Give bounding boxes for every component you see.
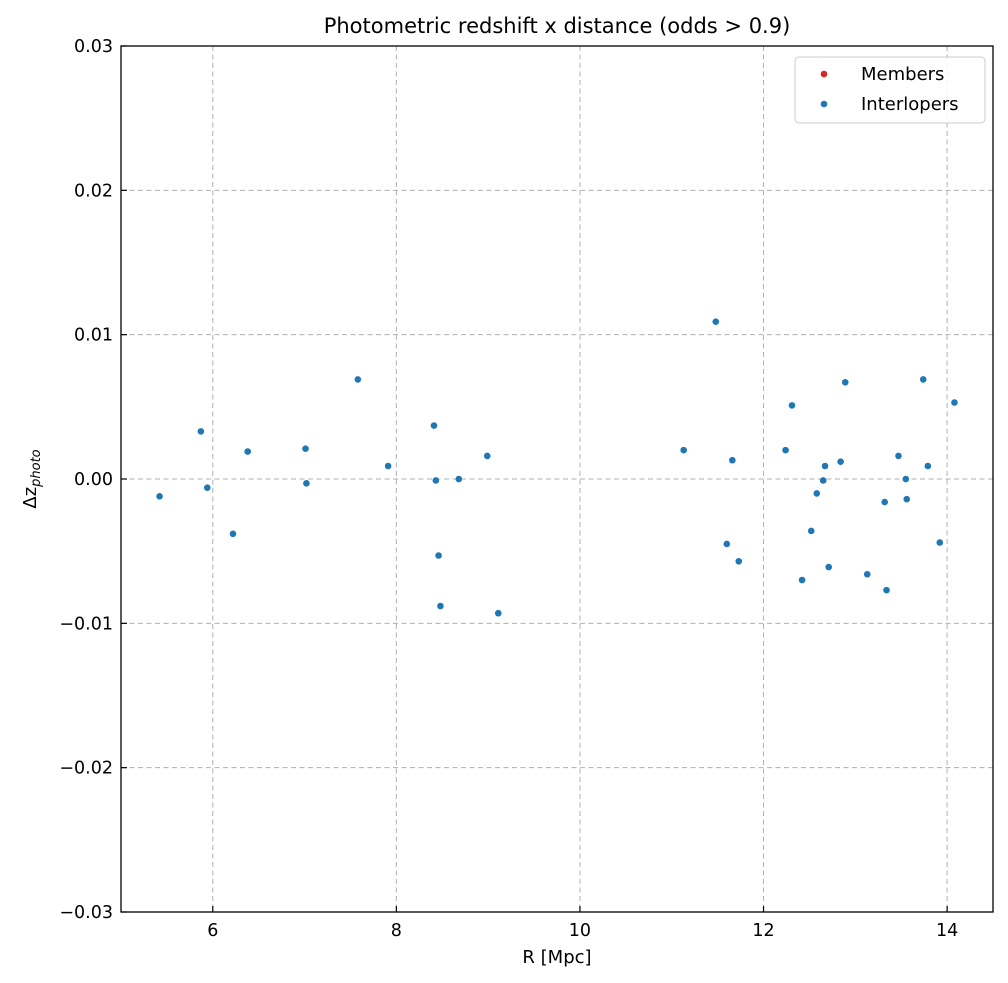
data-point — [723, 540, 731, 548]
y-tick-label: 0.00 — [74, 470, 113, 490]
data-point — [782, 446, 789, 454]
data-point — [437, 602, 444, 610]
y-tick-label: −0.02 — [59, 759, 113, 779]
data-point — [841, 378, 849, 386]
data-point — [788, 402, 796, 409]
data-point — [494, 609, 502, 617]
data-point — [902, 475, 910, 483]
data-point — [924, 462, 932, 470]
data-point — [936, 539, 944, 546]
data-point — [302, 445, 309, 452]
y-tick-label: 0.03 — [74, 37, 113, 57]
data-point — [837, 458, 844, 465]
x-tick-label: 10 — [569, 921, 591, 941]
y-axis-label-subscript: photo — [29, 449, 44, 488]
x-tick-label: 12 — [752, 921, 774, 941]
y-tick-label: −0.01 — [59, 614, 113, 634]
y-tick-label: −0.03 — [59, 903, 113, 923]
legend-box — [794, 56, 986, 124]
data-point — [156, 493, 163, 500]
data-point — [455, 475, 463, 483]
data-point — [819, 477, 827, 484]
data-point — [881, 498, 888, 506]
data-point — [863, 570, 871, 578]
data-point — [807, 527, 815, 535]
data-point — [203, 484, 211, 491]
data-point — [680, 446, 687, 454]
data-point — [244, 448, 251, 455]
legend-marker — [820, 100, 828, 108]
data-point — [712, 318, 720, 325]
grid — [121, 46, 993, 912]
y-tick-label: 0.02 — [74, 181, 113, 201]
data-point — [432, 477, 440, 484]
data-point — [229, 530, 237, 538]
y-tick-label: 0.01 — [74, 326, 113, 346]
legend: Members Interlopers — [794, 56, 986, 124]
data-points — [156, 318, 958, 617]
legend-marker — [820, 70, 828, 78]
data-point — [303, 480, 310, 487]
data-point — [821, 462, 829, 470]
x-tick-label: 6 — [207, 921, 218, 941]
legend-label: Members — [861, 64, 944, 85]
legend-label: Interlopers — [861, 94, 959, 115]
y-axis-label: Δzphoto — [20, 449, 44, 508]
data-point — [825, 563, 832, 571]
data-point — [798, 576, 806, 584]
data-point — [435, 552, 442, 559]
axis-ticks: 6 8 10 12 14 −0.03 −0.02 −0.01 0.00 0.01 0.02 0.03 — [59, 37, 958, 941]
data-point — [483, 452, 491, 460]
data-point — [354, 376, 362, 383]
data-point — [895, 452, 902, 460]
data-point — [729, 456, 736, 464]
x-tick-label: 14 — [936, 921, 958, 941]
data-point — [883, 586, 890, 594]
chart-title: Photometric redshift x distance (odds > … — [324, 14, 791, 38]
data-point — [951, 399, 958, 406]
x-tick-label: 8 — [391, 921, 402, 941]
data-point — [813, 490, 821, 497]
data-point — [735, 557, 743, 565]
data-point — [903, 495, 911, 503]
data-point — [919, 376, 927, 383]
data-point — [384, 462, 392, 470]
data-point — [197, 428, 205, 435]
data-point — [430, 422, 438, 429]
y-axis-label-main: Δz — [20, 487, 41, 509]
x-axis-label: R [Mpc] — [522, 947, 591, 968]
